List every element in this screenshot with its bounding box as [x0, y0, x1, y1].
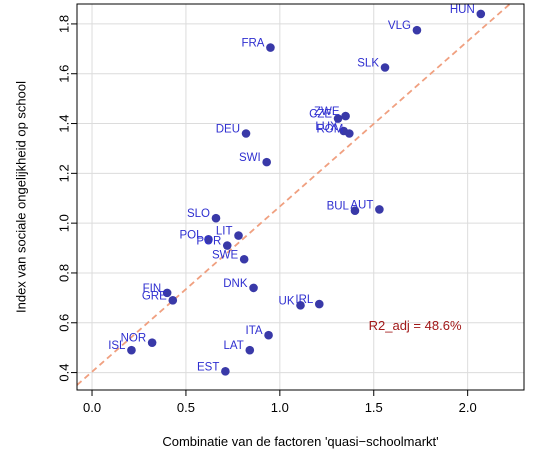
data-point-swi: [262, 157, 271, 167]
point-label-vlg: VLG: [388, 20, 411, 32]
point-label-pol: POL: [179, 229, 203, 241]
y-tick-label: 0.6: [56, 314, 71, 332]
y-tick-label: 1.8: [56, 15, 71, 33]
data-point-uk: [296, 301, 305, 310]
data-point-vlg: [412, 25, 422, 35]
x-tick-label: 1.5: [365, 400, 383, 415]
data-point-fra: [266, 43, 275, 52]
data-point-irl: [314, 299, 324, 309]
point-label-irl: IRL: [295, 294, 314, 306]
data-point-por: [222, 241, 232, 250]
point-label-slo: SLO: [187, 208, 210, 220]
trend-line: [76, 3, 511, 386]
r2-annotation: R2_adj = 48.6%: [369, 318, 462, 333]
data-point-fin: [162, 288, 172, 298]
point-label-swi: SWI: [239, 152, 261, 164]
point-label-uk: UK: [279, 295, 295, 307]
point-label-ita: ITA: [246, 325, 263, 337]
point-label-dnk: DNK: [223, 278, 248, 290]
point-label-aut: AUT: [350, 199, 373, 211]
point-label-fra: FRA: [241, 38, 264, 50]
y-tick-label: 1.0: [56, 214, 71, 232]
data-point-dnk: [249, 283, 258, 293]
y-tick-label: 1.2: [56, 164, 71, 182]
point-label-swe: SWE: [212, 249, 239, 261]
data-point-gre: [168, 296, 178, 305]
point-label-lux: LUX: [315, 121, 338, 133]
point-label-cze: CZE: [309, 109, 332, 121]
data-point-zwe: [341, 111, 350, 121]
data-point-est: [221, 367, 230, 376]
x-axis-title: Combinatie van de factoren 'quasi−school…: [162, 434, 438, 449]
data-point-slo: [211, 213, 221, 223]
x-axis: 0.0 0.5 1.0 1.5 2.0: [83, 390, 477, 415]
point-label-slk: SLK: [357, 58, 379, 70]
y-tick-label: 0.8: [56, 264, 71, 282]
point-label-rom: ROM: [316, 123, 343, 135]
data-point-aut: [375, 205, 384, 214]
grid-lines: [77, 4, 524, 390]
x-tick-label: 2.0: [459, 400, 477, 415]
y-axis-title: Index van sociale ongelijkheid op school: [13, 81, 28, 313]
point-label-por: POR: [196, 236, 221, 248]
data-point-deu: [241, 129, 251, 138]
x-tick-label: 0.0: [83, 400, 101, 415]
data-point-rom: [345, 129, 354, 138]
y-tick-label: 0.4: [56, 364, 71, 382]
data-point-ita: [264, 330, 273, 340]
point-label-gre: GRE: [142, 290, 167, 302]
data-point-slk: [380, 63, 390, 72]
point-label-bul: BUL: [327, 201, 350, 213]
data-point-bul: [350, 206, 360, 215]
data-point-cze: [333, 114, 343, 123]
data-points: [127, 9, 486, 376]
data-point-lit: [234, 231, 243, 240]
point-label-isl: ISL: [108, 340, 126, 352]
point-label-est: EST: [197, 361, 219, 373]
point-label-deu: DEU: [216, 123, 240, 135]
x-tick-label: 1.0: [271, 400, 289, 415]
y-tick-label: 1.6: [56, 65, 71, 83]
point-label-zwe: ZWE: [314, 106, 340, 118]
data-point-nor: [147, 338, 157, 347]
data-point-isl: [127, 345, 136, 355]
x-tick-label: 0.5: [177, 400, 195, 415]
data-point-pol: [204, 235, 213, 244]
plot-frame: [76, 3, 525, 391]
y-axis: 0.4 0.6 0.8 1.0 1.2 1.4 1.6 1.8: [56, 15, 77, 382]
data-point-hun: [476, 9, 486, 19]
data-point-lat: [245, 345, 255, 355]
point-label-lat: LAT: [224, 340, 244, 352]
point-label-nor: NOR: [121, 333, 147, 345]
point-label-lit: LIT: [216, 226, 233, 238]
point-label-hun: HUN: [450, 4, 475, 16]
y-tick-label: 1.4: [56, 114, 71, 132]
data-point-swe: [239, 254, 249, 264]
point-label-fin: FIN: [143, 283, 162, 295]
